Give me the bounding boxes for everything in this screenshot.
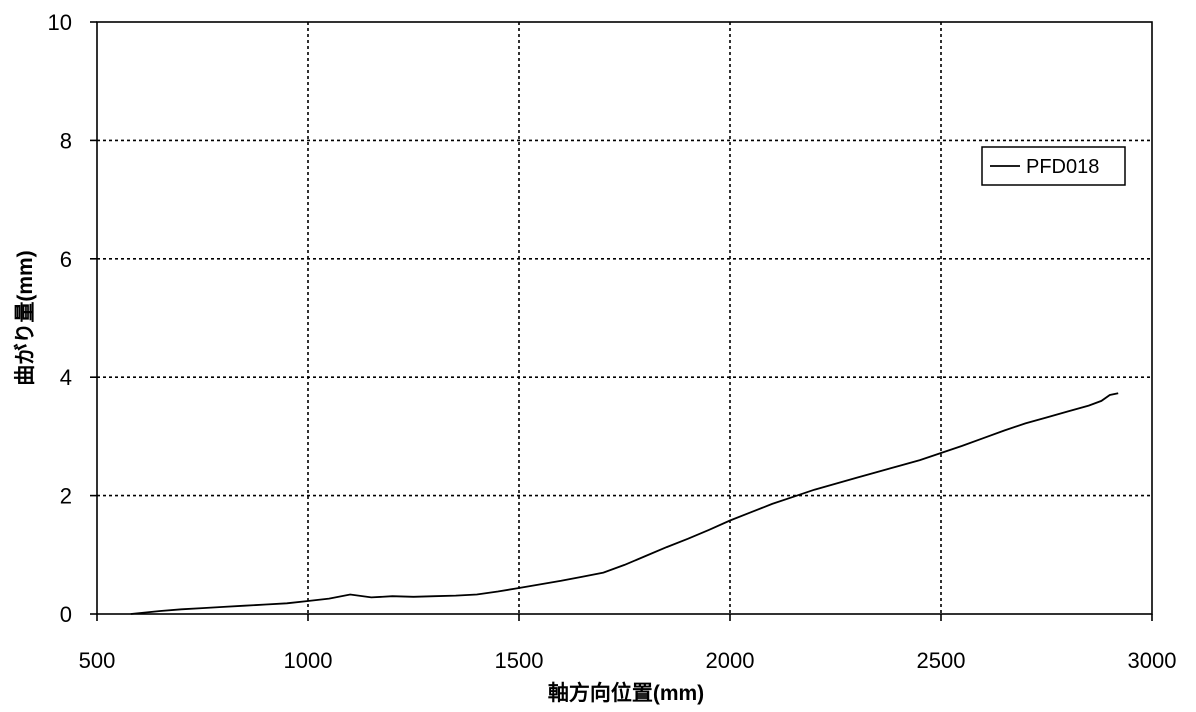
y-axis-title: 曲がり量(mm) [13,250,37,385]
series-line-pfd018 [130,392,1119,615]
y-tick-label: 10 [48,10,72,35]
y-tick-label: 8 [60,128,72,153]
legend-label-pfd018: PFD018 [1026,156,1099,178]
x-tick-label: 2000 [706,648,755,673]
plot-area [90,21,1153,621]
x-tick-label: 2500 [917,648,966,673]
legend: PFD018 [981,146,1126,186]
y-tick-label: 4 [60,365,72,390]
y-tick-label: 2 [60,484,72,509]
x-tick-label: 1500 [495,648,544,673]
y-tick-label: 6 [60,247,72,272]
x-axis-title: 軸方向位置(mm) [548,681,704,705]
plot-frame [96,21,1153,615]
x-axis-tick-labels: 500 1000 1500 2000 2500 3000 [79,648,1177,673]
grid-lines [97,22,1152,614]
x-tick-label: 3000 [1128,648,1177,673]
axis-ticks [90,21,1153,621]
y-tick-label: 0 [60,602,72,627]
x-tick-label: 1000 [284,648,333,673]
x-tick-label: 500 [79,648,116,673]
y-axis-tick-labels: 0 2 4 6 8 10 [48,10,72,627]
